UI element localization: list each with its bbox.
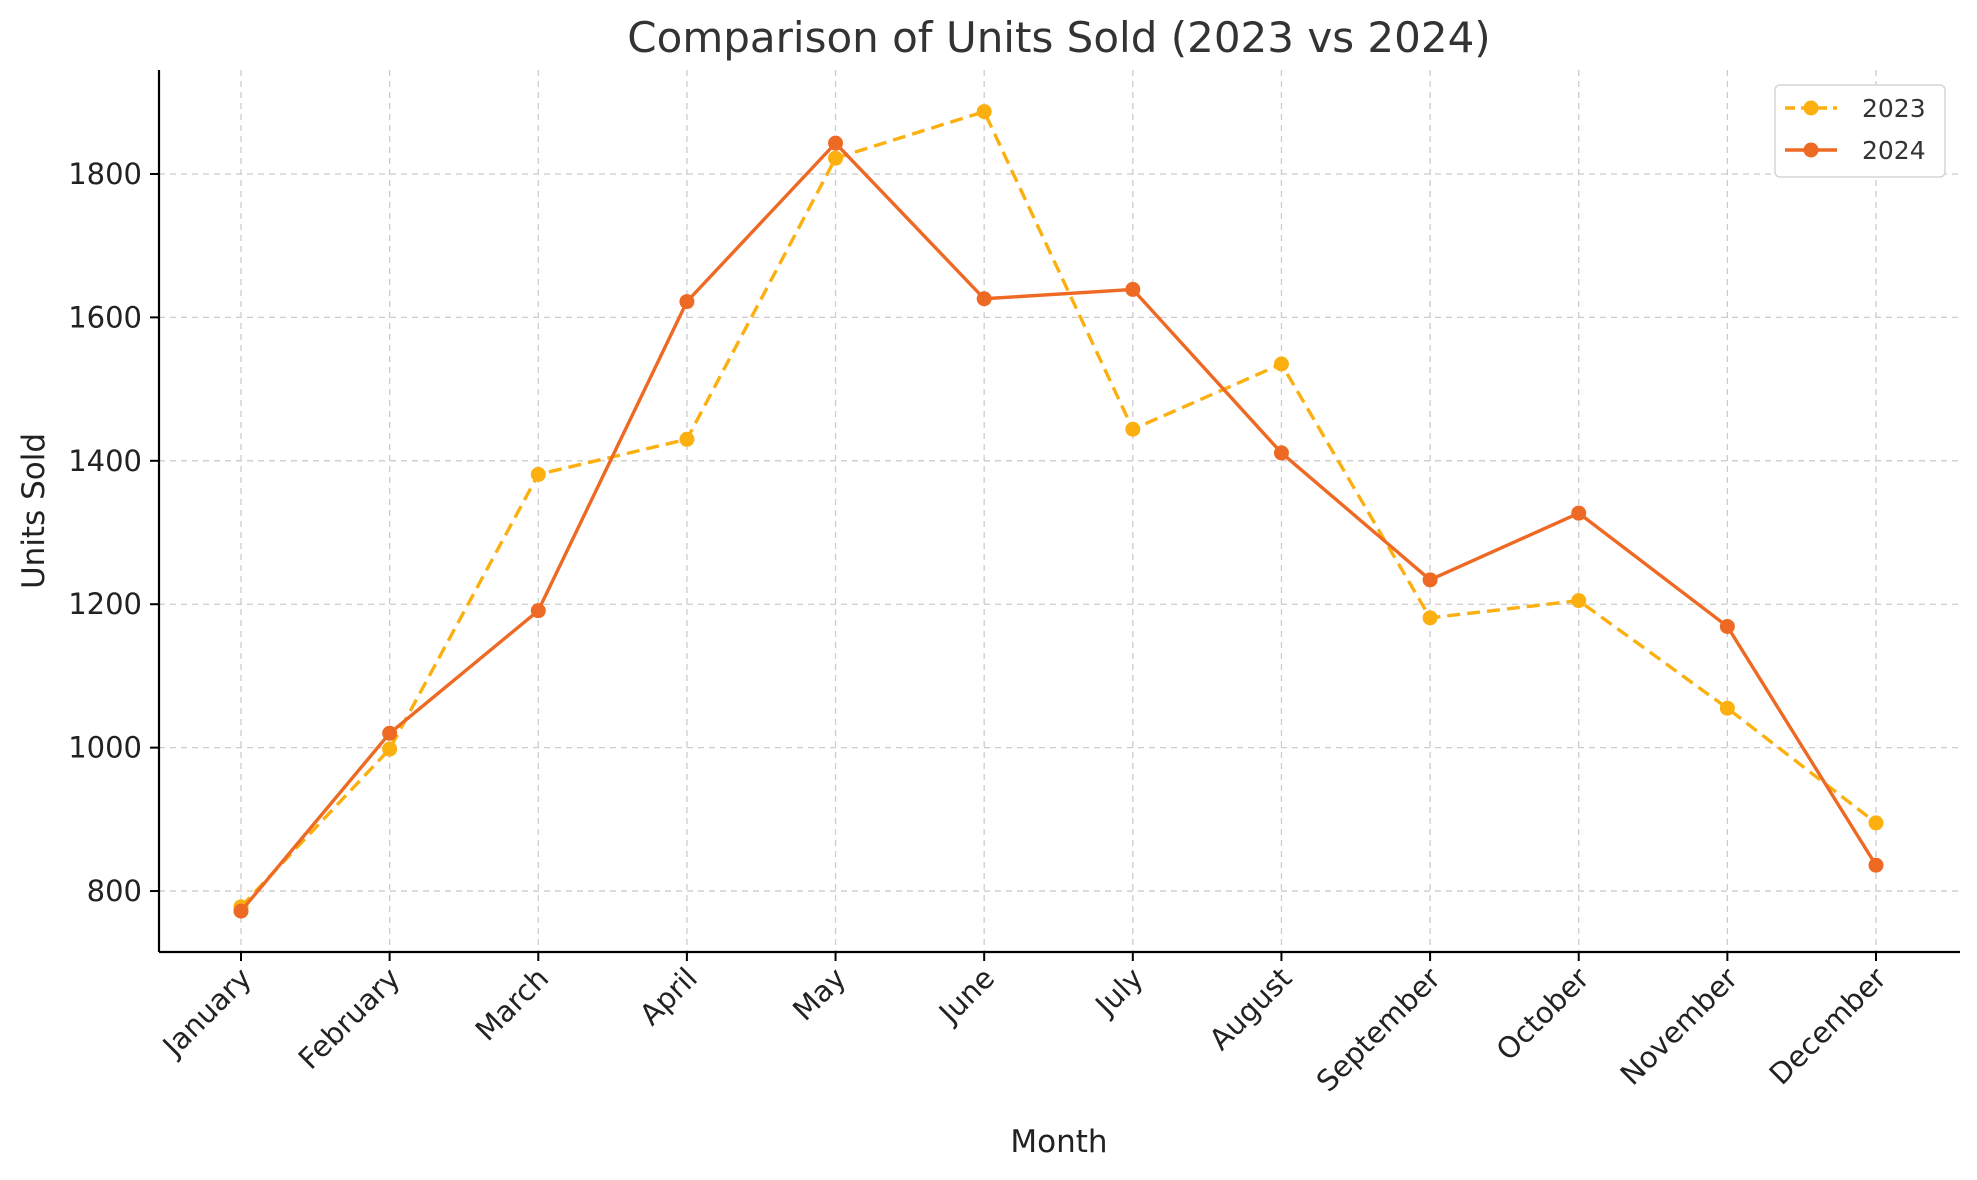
- legend-marker-2024: [1803, 142, 1819, 158]
- series-line-2023: [239, 109, 1878, 908]
- x-tick-label: August: [1203, 961, 1299, 1057]
- data-point-2024-January: [233, 903, 249, 919]
- data-point-2024-February: [382, 725, 398, 741]
- x-tick-label: March: [469, 961, 556, 1048]
- data-point-2023-September: [1422, 610, 1438, 626]
- data-point-2024-December: [1868, 857, 1884, 873]
- series-layer: [233, 104, 1884, 919]
- data-point-2023-July: [1125, 421, 1141, 437]
- x-tick-label: June: [931, 961, 1001, 1031]
- y-tick-label: 1800: [68, 157, 142, 191]
- x-tick-label: January: [155, 961, 258, 1064]
- chart-title: Comparison of Units Sold (2023 vs 2024): [627, 13, 1490, 62]
- data-point-2023-April: [679, 431, 695, 447]
- x-axis-label: Month: [1010, 1124, 1107, 1160]
- data-point-2023-November: [1719, 700, 1735, 716]
- data-point-2023-February: [382, 741, 398, 757]
- series-line-2024: [239, 141, 1878, 913]
- x-tick-label: December: [1763, 961, 1893, 1091]
- y-tick-label: 1200: [68, 587, 142, 621]
- x-tick-label: February: [292, 961, 407, 1076]
- x-tick-label: May: [786, 961, 852, 1027]
- data-point-2023-May: [828, 150, 844, 166]
- data-point-2024-August: [1273, 445, 1289, 461]
- series-2024: [233, 135, 1884, 919]
- data-point-2024-September: [1422, 572, 1438, 588]
- data-point-2024-April: [679, 294, 695, 310]
- data-point-2023-August: [1273, 356, 1289, 372]
- data-point-2024-July: [1125, 281, 1141, 297]
- y-tick-label: 1600: [68, 300, 142, 334]
- legend-marker-2023: [1803, 100, 1819, 116]
- axes: [157, 70, 1960, 954]
- x-tick-label: July: [1087, 961, 1149, 1023]
- data-point-2024-May: [828, 135, 844, 151]
- y-tick-label: 1000: [68, 731, 142, 765]
- legend-label-2024: 2024: [1862, 136, 1926, 165]
- data-point-2023-October: [1571, 593, 1587, 609]
- y-tick-label: 1400: [68, 444, 142, 478]
- data-point-2024-October: [1571, 505, 1587, 521]
- legend-label-2023: 2023: [1862, 94, 1926, 123]
- data-point-2024-June: [976, 291, 992, 307]
- grid: [159, 70, 1960, 952]
- series-2023: [233, 104, 1884, 915]
- x-tick-label: November: [1614, 961, 1745, 1092]
- y-axis-label: Units Sold: [16, 433, 52, 589]
- legend: 2023 2024: [1774, 84, 1946, 178]
- data-point-2024-November: [1719, 618, 1735, 634]
- data-point-2023-December: [1868, 815, 1884, 831]
- x-tick-label: October: [1490, 961, 1596, 1067]
- data-point-2023-June: [976, 104, 992, 120]
- data-point-2023-March: [530, 466, 546, 482]
- x-tick-label: April: [633, 961, 704, 1032]
- data-point-2024-March: [530, 603, 546, 619]
- y-tick-label: 800: [87, 874, 142, 908]
- x-tick-label: September: [1310, 961, 1447, 1098]
